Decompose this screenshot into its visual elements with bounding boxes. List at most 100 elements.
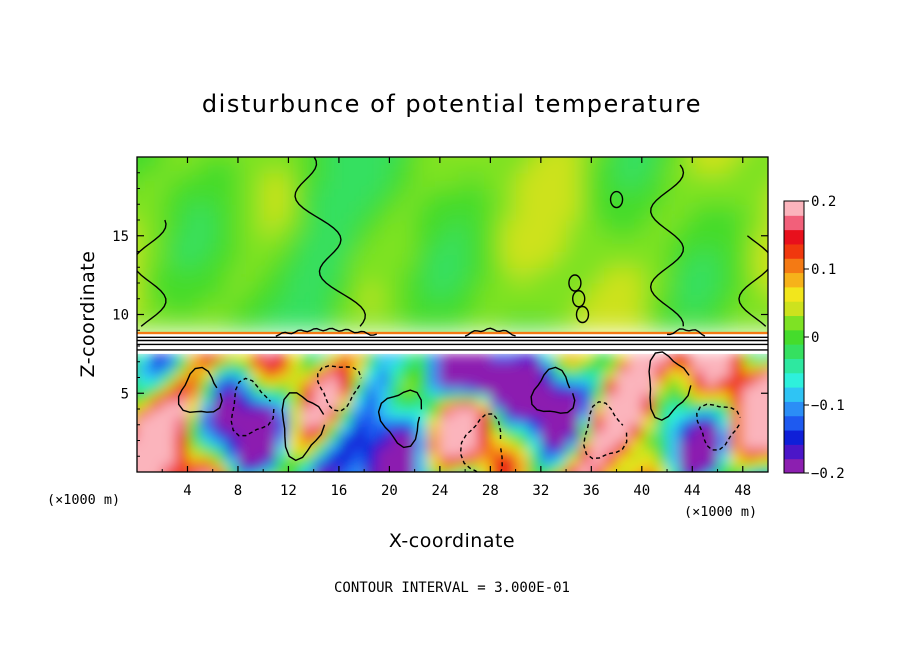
field-cell — [717, 361, 731, 371]
field-cell — [200, 283, 214, 300]
field-cell — [200, 432, 214, 442]
field-cell — [553, 220, 567, 237]
field-cell — [237, 416, 252, 426]
field-cell — [541, 126, 554, 142]
field-cell — [528, 157, 542, 158]
field-cell — [654, 235, 668, 253]
field-cell — [402, 361, 416, 371]
field-cell — [629, 361, 643, 371]
field-cell — [528, 432, 542, 442]
field-cell — [742, 440, 756, 449]
field-cell — [313, 157, 327, 174]
field-cell — [553, 432, 567, 442]
field-cell — [174, 353, 189, 363]
field-cell — [149, 416, 163, 426]
field-cell — [679, 298, 693, 316]
field-cell — [654, 204, 668, 221]
field-cell — [351, 385, 365, 394]
field-cell — [137, 235, 151, 253]
field-cell — [200, 251, 214, 268]
field-cell — [162, 409, 176, 418]
field-cell — [237, 204, 252, 221]
field-cell — [717, 401, 731, 410]
field-cell — [453, 472, 466, 480]
field-cell — [490, 472, 503, 480]
field-cell — [162, 157, 176, 174]
field-cell — [490, 401, 504, 410]
field-cell — [288, 235, 302, 253]
field-cell — [717, 369, 731, 379]
field-cell — [704, 416, 719, 426]
field-cell — [415, 480, 428, 488]
field-cell — [351, 267, 365, 284]
field-cell — [364, 440, 378, 449]
field-cell — [654, 401, 668, 410]
field-cell — [288, 204, 302, 221]
field-cell — [275, 416, 290, 426]
field-cell — [578, 432, 592, 442]
field-cell — [617, 480, 630, 488]
field-cell — [364, 220, 378, 237]
field-cell — [477, 448, 491, 457]
contour-line — [738, 235, 768, 327]
field-cell — [351, 314, 365, 331]
field-cell — [376, 369, 390, 379]
field-cell — [326, 416, 340, 426]
field-cell — [717, 409, 731, 418]
field-cell — [730, 235, 744, 253]
field-cell — [718, 472, 731, 480]
field-cell — [704, 157, 719, 174]
field-cell — [149, 188, 163, 205]
field-cell — [730, 369, 744, 379]
field-cell — [704, 172, 719, 190]
field-cell — [768, 220, 781, 236]
field-cell — [692, 204, 706, 221]
field-cell — [654, 251, 668, 268]
field-cell — [326, 235, 340, 253]
field-cell — [528, 314, 542, 331]
field-cell — [540, 456, 555, 465]
field-cell — [263, 448, 277, 457]
field-cell — [452, 188, 466, 205]
field-cell — [137, 448, 151, 457]
contour-line — [464, 327, 516, 337]
field-cell — [502, 157, 517, 174]
field-cell — [137, 416, 151, 426]
field-cell — [376, 456, 390, 465]
field-cell — [301, 401, 315, 410]
field-cell — [755, 283, 768, 300]
colorbar-swatch — [784, 387, 804, 402]
field-cell — [137, 464, 138, 472]
field-cell — [427, 369, 441, 379]
field-cell — [149, 157, 163, 158]
field-cell — [275, 353, 290, 363]
field-cell — [452, 440, 466, 449]
field-cell — [427, 377, 441, 386]
field-cell — [174, 440, 189, 449]
field-cell — [540, 283, 555, 300]
field-cell — [149, 204, 163, 221]
colorbar-swatch — [784, 344, 804, 359]
field-cell — [603, 464, 618, 472]
field-cell — [730, 188, 744, 205]
field-cell — [275, 440, 290, 449]
field-cell — [149, 393, 163, 402]
field-cell — [137, 369, 151, 379]
field-cell — [364, 188, 378, 205]
field-cell — [263, 157, 277, 158]
field-cell — [566, 472, 579, 480]
field-cell — [237, 432, 252, 442]
field-cell — [402, 393, 416, 402]
field-cell — [654, 440, 668, 449]
field-cell — [414, 432, 428, 442]
field-cell — [717, 416, 731, 426]
field-cell — [150, 480, 163, 488]
field-cell — [301, 393, 315, 402]
field-cell — [162, 464, 176, 472]
colorbar-swatch — [784, 301, 804, 317]
field-cell — [187, 298, 201, 316]
field-cell — [402, 188, 416, 205]
field-cell — [528, 409, 542, 418]
field-cell — [515, 416, 529, 426]
field-cell — [616, 440, 630, 449]
